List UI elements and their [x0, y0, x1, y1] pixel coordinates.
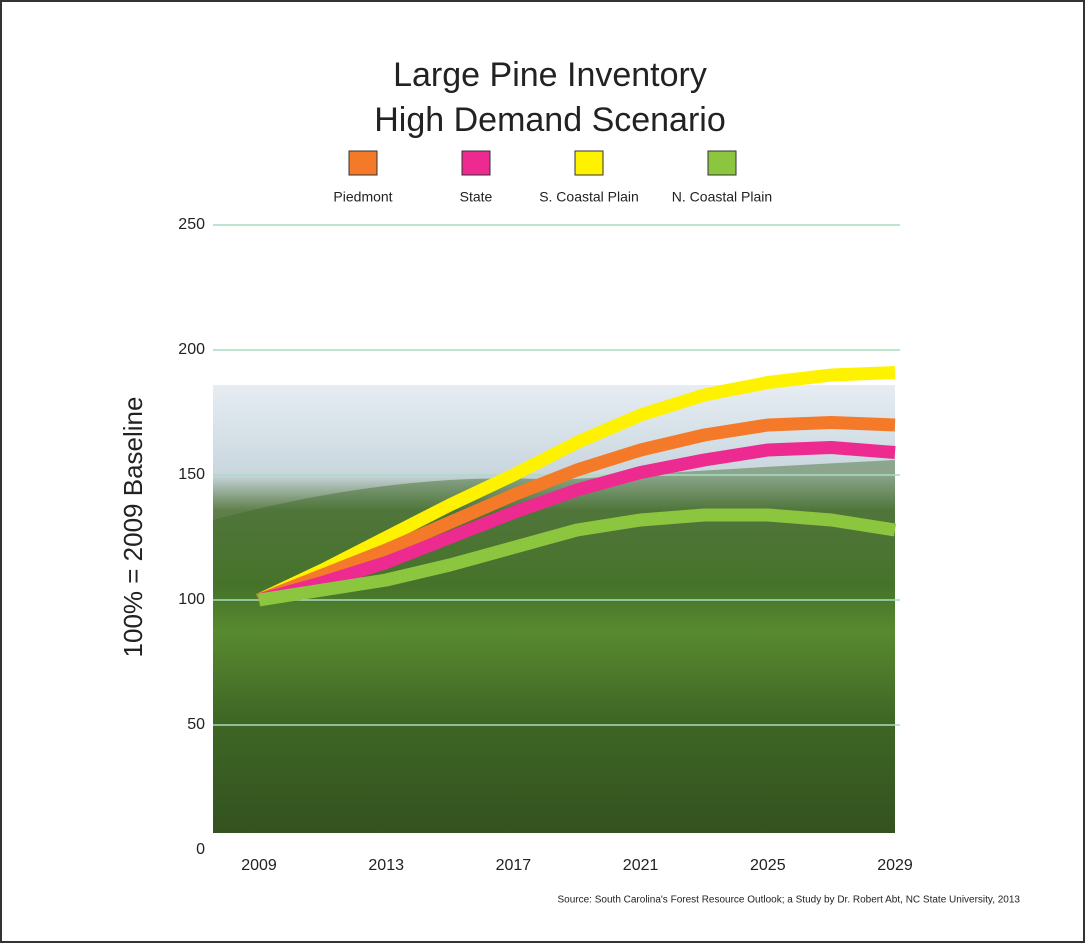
legend-swatch	[462, 151, 490, 175]
chart-subtitle: High Demand Scenario	[374, 101, 726, 139]
legend-swatch	[708, 151, 736, 175]
y-tick-label: 200	[178, 341, 205, 358]
y-tick-label: 50	[187, 716, 205, 733]
y-tick-label: 250	[178, 216, 205, 233]
y-axis-label: 100% = 2009 Baseline	[118, 397, 148, 658]
chart-title: Large Pine Inventory	[393, 56, 707, 94]
x-tick-label: 2025	[750, 857, 786, 874]
legend-swatch	[575, 151, 603, 175]
x-tick-label: 2013	[368, 857, 404, 874]
x-tick-label: 2029	[877, 857, 913, 874]
legend-label: Piedmont	[333, 189, 392, 205]
legend-swatch	[349, 151, 377, 175]
page: {"chart_data": { "type": "line", "title"…	[0, 0, 1085, 943]
x-tick-label: 2021	[623, 857, 659, 874]
x-tick-label: 2017	[496, 857, 532, 874]
legend-label: State	[460, 189, 493, 205]
y-tick-label: 100	[178, 591, 205, 608]
chart: Large Pine Inventory High Demand Scenari…	[0, 0, 1085, 943]
y-tick-label: 150	[178, 466, 205, 483]
x-tick-label: 2009	[241, 857, 277, 874]
y-tick-label: 0	[196, 841, 205, 858]
legend-label: N. Coastal Plain	[672, 189, 772, 205]
legend-label: S. Coastal Plain	[539, 189, 639, 205]
source-note: Source: South Carolina's Forest Resource…	[558, 895, 1021, 906]
